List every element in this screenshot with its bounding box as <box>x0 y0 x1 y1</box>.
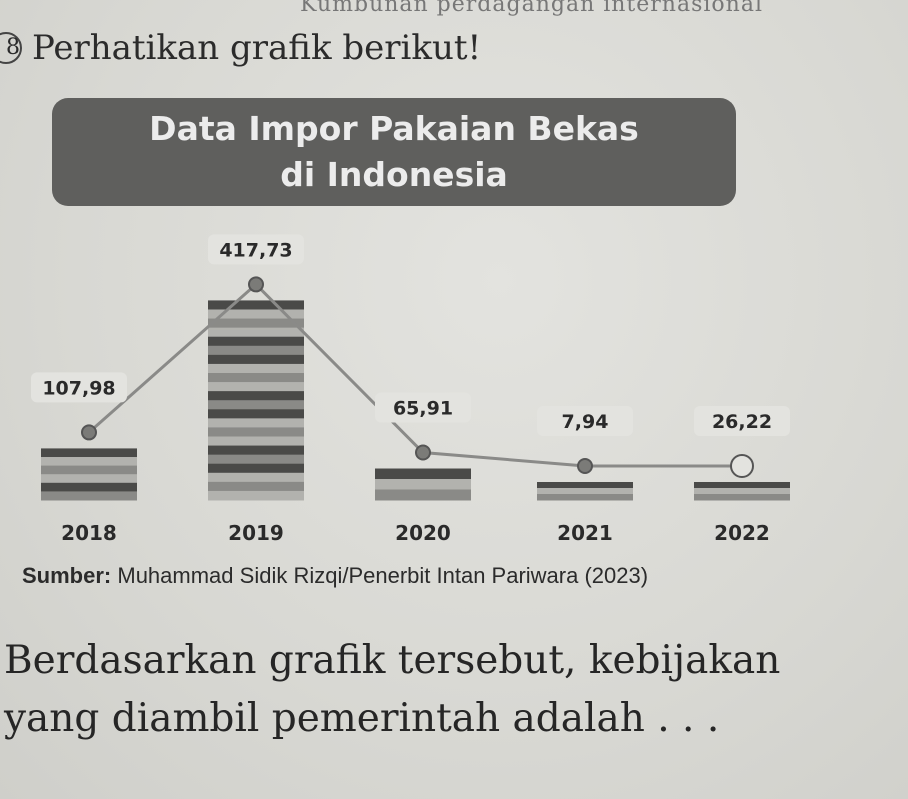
x-tick-label-2019: 2019 <box>228 521 284 545</box>
bar-stripe <box>375 468 471 480</box>
bar-stripe <box>208 454 304 465</box>
source-text: Muhammad Sidik Rizqi/Penerbit Intan Pari… <box>117 563 649 588</box>
bar-stripe <box>208 490 304 501</box>
x-tick-label-2020: 2020 <box>395 521 451 545</box>
bar-2022 <box>694 482 790 501</box>
chart-title: Data Impor Pakaian Bekas di Indonesia <box>52 98 736 206</box>
question-line-2: yang diambil pemerintah adalah . . . <box>4 696 720 741</box>
bar-stripe <box>208 327 304 338</box>
value-label-2022: 26,22 <box>712 411 772 433</box>
bar-stripe <box>208 354 304 365</box>
value-label-2020: 65,91 <box>393 398 453 420</box>
bar-stripe <box>208 445 304 456</box>
bar-line-chart: 107,98 417,73 65,91 7,94 26,22 2018 2019 2020 20… <box>31 234 790 545</box>
bar-stripe <box>208 409 304 419</box>
question-text: Berdasarkan grafik tersebut, kebijakan y… <box>4 632 780 748</box>
value-label-box-2019 <box>208 234 304 265</box>
bar-stripe <box>694 494 790 501</box>
bar-stripe <box>537 482 633 489</box>
bar-stripe <box>208 309 304 320</box>
bar-stripe <box>208 463 304 474</box>
bar-stripe <box>41 474 137 484</box>
bar-stripe <box>208 472 304 483</box>
bar-stripe <box>208 300 304 310</box>
chart-title-line-1: Data Impor Pakaian Bekas <box>149 109 639 148</box>
value-label-box-2022 <box>694 406 790 436</box>
marker-2019 <box>248 276 264 293</box>
value-label-box-2021 <box>537 406 633 436</box>
bar-stripe <box>208 345 304 356</box>
bar-stripe <box>694 482 790 489</box>
bar-stripe <box>208 427 304 437</box>
value-label-box-2018 <box>31 372 127 403</box>
bar-stripe <box>375 479 471 491</box>
bar-stripe <box>208 418 304 428</box>
source-citation: Sumber: Muhammad Sidik Rizqi/Penerbit In… <box>22 563 648 589</box>
bar-stripe <box>208 336 304 347</box>
bar-stripe <box>537 494 633 501</box>
question-prompt: Perhatikan grafik berikut! <box>32 28 482 68</box>
marker-2022 <box>730 454 754 478</box>
bar-stripe <box>41 465 137 475</box>
bar-stripe <box>41 491 137 501</box>
bar-2018 <box>41 448 137 501</box>
trend-line <box>88 282 742 468</box>
bar-stripe <box>208 391 304 401</box>
bar-stripe <box>208 318 304 329</box>
bar-2020 <box>375 468 471 501</box>
x-tick-label-2022: 2022 <box>714 521 770 545</box>
marker-2020 <box>415 444 431 461</box>
value-label-box-2020 <box>375 392 471 423</box>
marker-2021 <box>577 458 593 474</box>
bar-stripe <box>41 457 137 467</box>
bar-stripe <box>375 489 471 501</box>
bar-stripe <box>208 382 304 392</box>
x-tick-label-2021: 2021 <box>557 521 613 545</box>
question-number: 8 <box>0 32 22 64</box>
bar-stripe <box>41 448 137 458</box>
bar-stripe <box>208 400 304 410</box>
bar-stripe <box>208 363 304 374</box>
value-label-2019: 417,73 <box>219 239 292 261</box>
bar-stripe <box>41 482 137 492</box>
bar-stripe <box>208 372 304 383</box>
bar-stripe <box>208 436 304 447</box>
bar-stripe <box>537 488 633 495</box>
question-line-1: Berdasarkan grafik tersebut, kebijakan <box>4 638 781 683</box>
source-label: Sumber: <box>22 563 112 588</box>
bar-stripe <box>694 488 790 495</box>
chart-title-line-2: di Indonesia <box>280 155 508 194</box>
bar-stripe <box>208 481 304 492</box>
bar-2021 <box>537 482 633 501</box>
x-tick-label-2018: 2018 <box>61 521 117 545</box>
value-label-2021: 7,94 <box>562 411 609 433</box>
top-caption: Kumbunan perdagangan internasional <box>300 0 763 17</box>
value-label-2018: 107,98 <box>42 377 115 399</box>
marker-2018 <box>81 424 97 441</box>
bar-2019 <box>208 300 304 501</box>
